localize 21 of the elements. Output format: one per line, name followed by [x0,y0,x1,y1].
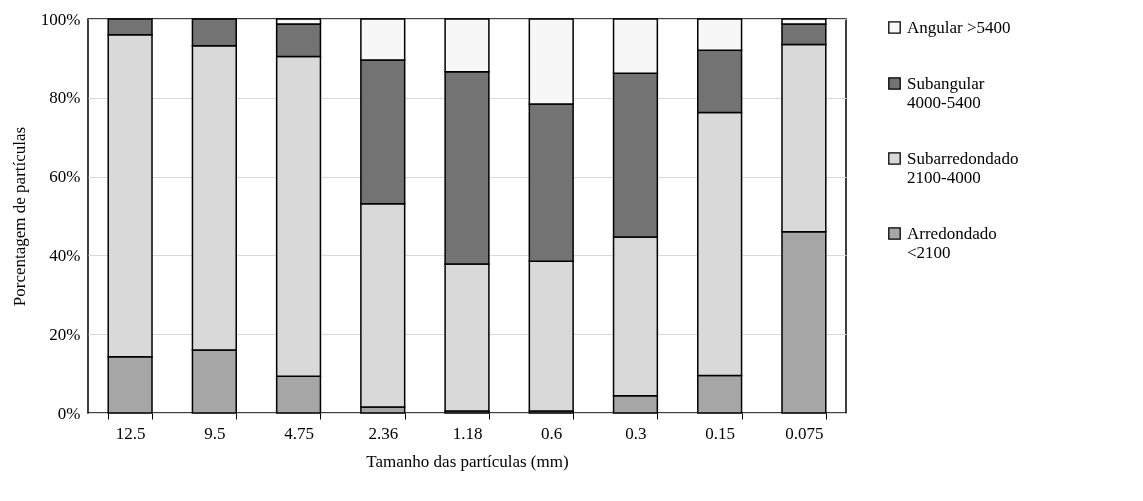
legend-label: Angular >5400 [907,17,1011,37]
legend-label: Subarredondado 2100-4000 [907,148,1019,187]
y-tick-label: 60% [49,167,81,187]
x-tick-label: 2.36 [368,423,399,443]
y-tick-label: 0% [57,403,81,423]
y-tick-label: 80% [49,88,81,108]
x-tick-label: 0.15 [705,423,736,443]
y-tick-label: 20% [49,324,81,344]
x-tick-label: 0.6 [541,423,563,443]
y-tick-label: 40% [49,245,81,265]
x-tick-label: 0.075 [785,423,824,443]
x-tick-label: 0.3 [625,423,647,443]
y-axis-title: Porcentagem de partículas [9,126,29,307]
x-tick-label: 4.75 [284,423,314,443]
x-tick-label: 1.18 [452,423,483,443]
legend-label: Arredondado <2100 [907,223,997,262]
x-tick-label: 9.5 [204,423,226,443]
x-tick-label: 12.5 [115,423,146,443]
y-tick-label: 100% [40,9,81,29]
x-axis-title: Tamanho das partículas (mm) [366,451,569,471]
legend-label: Subangular 4000-5400 [907,73,985,112]
